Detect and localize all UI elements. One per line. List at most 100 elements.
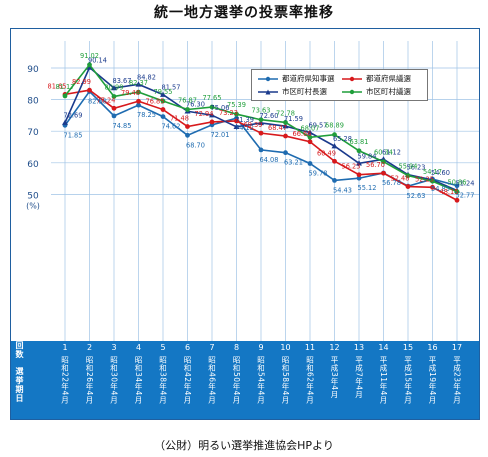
data-label-s0: 78.25 — [137, 111, 156, 119]
data-label-s0: 59.78 — [309, 169, 328, 177]
data-label-s2: 75.06 — [211, 104, 230, 112]
data-label-s3: 68.89 — [325, 122, 344, 130]
data-label-s2: 71.39 — [235, 116, 254, 124]
data-point-s1 — [234, 118, 239, 124]
legend-item-mayor: 市区町村長選 — [258, 86, 327, 97]
data-label-s2: 84.82 — [137, 73, 156, 81]
x-tick-count: 12 — [329, 343, 340, 352]
data-label-s1: 60.49 — [317, 149, 336, 157]
x-axis-column: 3 昭和30年4月 — [103, 341, 125, 404]
x-axis-column: 11 昭和62年4月 — [299, 341, 321, 404]
data-label-s0: 72.01 — [211, 131, 230, 139]
data-label-s0: 74.62 — [162, 123, 181, 131]
data-label-s3: 54.17 — [423, 168, 442, 176]
data-label-s0: 52.77 — [456, 192, 475, 200]
y-tick-label: 60 — [27, 160, 39, 170]
data-label-s3: 60.34 — [374, 149, 393, 157]
chart-title: 統一地方選挙の投票率推移 — [154, 5, 334, 21]
x-tick-count: 7 — [209, 343, 215, 352]
x-tick-date: 昭和22年4月 — [60, 356, 70, 404]
data-point-s1 — [307, 139, 313, 145]
x-tick-date: 昭和46年4月 — [207, 356, 217, 404]
data-label-s1: 66.66 — [293, 130, 312, 138]
x-tick-count: 2 — [86, 343, 93, 352]
data-label-s2: 51.24 — [456, 179, 475, 187]
x-axis-column: 8 昭和50年4月 — [226, 341, 248, 404]
data-label-s2: 65.28 — [333, 135, 352, 143]
legend-swatch-pref-assembly — [342, 76, 362, 81]
data-label-s3: 80.99 — [105, 83, 124, 91]
data-label-s1: 68.47 — [268, 124, 287, 132]
data-label-s0: 54.85 — [431, 185, 450, 193]
data-point-s3 — [111, 94, 117, 99]
x-tick-date: 平成19年4月 — [428, 356, 437, 404]
data-label-s2: 72.60 — [260, 112, 279, 120]
x-axis-column: 9 昭和54年4月 — [250, 341, 272, 404]
data-point-s3 — [87, 62, 92, 68]
legend-swatch-municipal-assembly — [342, 89, 362, 94]
data-label-s3: 81.17 — [56, 83, 75, 91]
data-label-s3: 50.86 — [448, 179, 467, 187]
data-point-s0 — [160, 114, 166, 120]
data-point-s1 — [332, 158, 337, 164]
data-point-s3 — [283, 120, 288, 125]
legend-label-pref-assembly: 都道府県議選 — [366, 74, 411, 83]
x-axis-column: 15 平成15年4月 — [397, 341, 419, 404]
data-point-s0 — [258, 147, 264, 153]
data-label-s1: 69.39 — [244, 121, 263, 129]
data-label-s1: 52.25 — [415, 175, 434, 183]
data-point-s1 — [258, 130, 264, 136]
data-label-s0: 82.58 — [88, 97, 107, 105]
data-point-s3 — [332, 132, 337, 138]
data-label-s3: 76.87 — [178, 96, 197, 104]
x-axis-column: 10 昭和58年4月 — [275, 341, 297, 404]
data-point-s3 — [430, 178, 435, 184]
data-label-s2: 76.30 — [186, 100, 205, 108]
data-label-s1: 77.24 — [97, 96, 116, 104]
data-label-s3: 68.07 — [301, 124, 320, 132]
data-label-s3: 72.78 — [276, 109, 295, 117]
x-tick-date: 平成11年4月 — [379, 356, 388, 404]
data-point-s3 — [136, 89, 141, 95]
data-label-s2: 56.23 — [407, 164, 426, 172]
data-point-s2 — [209, 112, 215, 118]
row-header-date: 選挙期日 — [15, 367, 24, 403]
data-label-s2: 71.59 — [284, 115, 303, 123]
legend-label-municipal-assembly: 市区町村議選 — [366, 87, 411, 96]
x-tick-count: 16 — [427, 343, 438, 352]
x-axis-band — [11, 341, 479, 419]
x-tick-date: 昭和30年4月 — [109, 356, 119, 404]
x-tick-count: 17 — [451, 343, 463, 352]
data-label-s3: 73.63 — [252, 107, 271, 115]
data-point-s3 — [234, 111, 239, 117]
data-label-s1: 52.48 — [391, 175, 410, 183]
x-axis-column: 16 平成19年4月 — [422, 341, 444, 404]
data-point-s3 — [405, 173, 411, 179]
data-label-s0: 55.12 — [358, 184, 377, 192]
data-point-s3 — [307, 134, 313, 140]
data-point-s0 — [185, 132, 190, 138]
data-point-s2 — [62, 119, 68, 125]
legend-label-mayor: 市区町村長選 — [282, 87, 327, 96]
data-label-s2: 81.57 — [162, 84, 181, 92]
x-axis-column: 5 昭和38年4月 — [152, 341, 174, 404]
data-point-s2 — [307, 129, 313, 135]
x-tick-count: 5 — [160, 343, 166, 352]
data-point-s0 — [332, 178, 337, 183]
data-point-s0 — [111, 113, 117, 119]
row-header-count: 回数 — [15, 341, 24, 359]
data-point-s2 — [356, 160, 362, 166]
legend-label-governor: 都道府県知事選 — [282, 74, 335, 83]
data-label-s1: 56.23 — [342, 163, 361, 171]
data-point-s1 — [381, 170, 386, 176]
x-axis-column: 6 昭和42年4月 — [177, 341, 199, 404]
x-tick-date: 昭和26年4月 — [85, 356, 94, 404]
data-label-s2: 69.57 — [309, 122, 328, 130]
data-label-s1: 48.15 — [440, 188, 459, 196]
x-axis-column: 2 昭和26年4月 — [79, 341, 101, 404]
x-tick-date: 昭和38年4月 — [158, 356, 168, 404]
data-point-s2 — [135, 81, 142, 87]
data-label-s2: 90.14 — [88, 57, 107, 65]
x-tick-date: 昭和42年4月 — [183, 356, 192, 404]
x-tick-date: 昭和34年4月 — [134, 356, 143, 404]
